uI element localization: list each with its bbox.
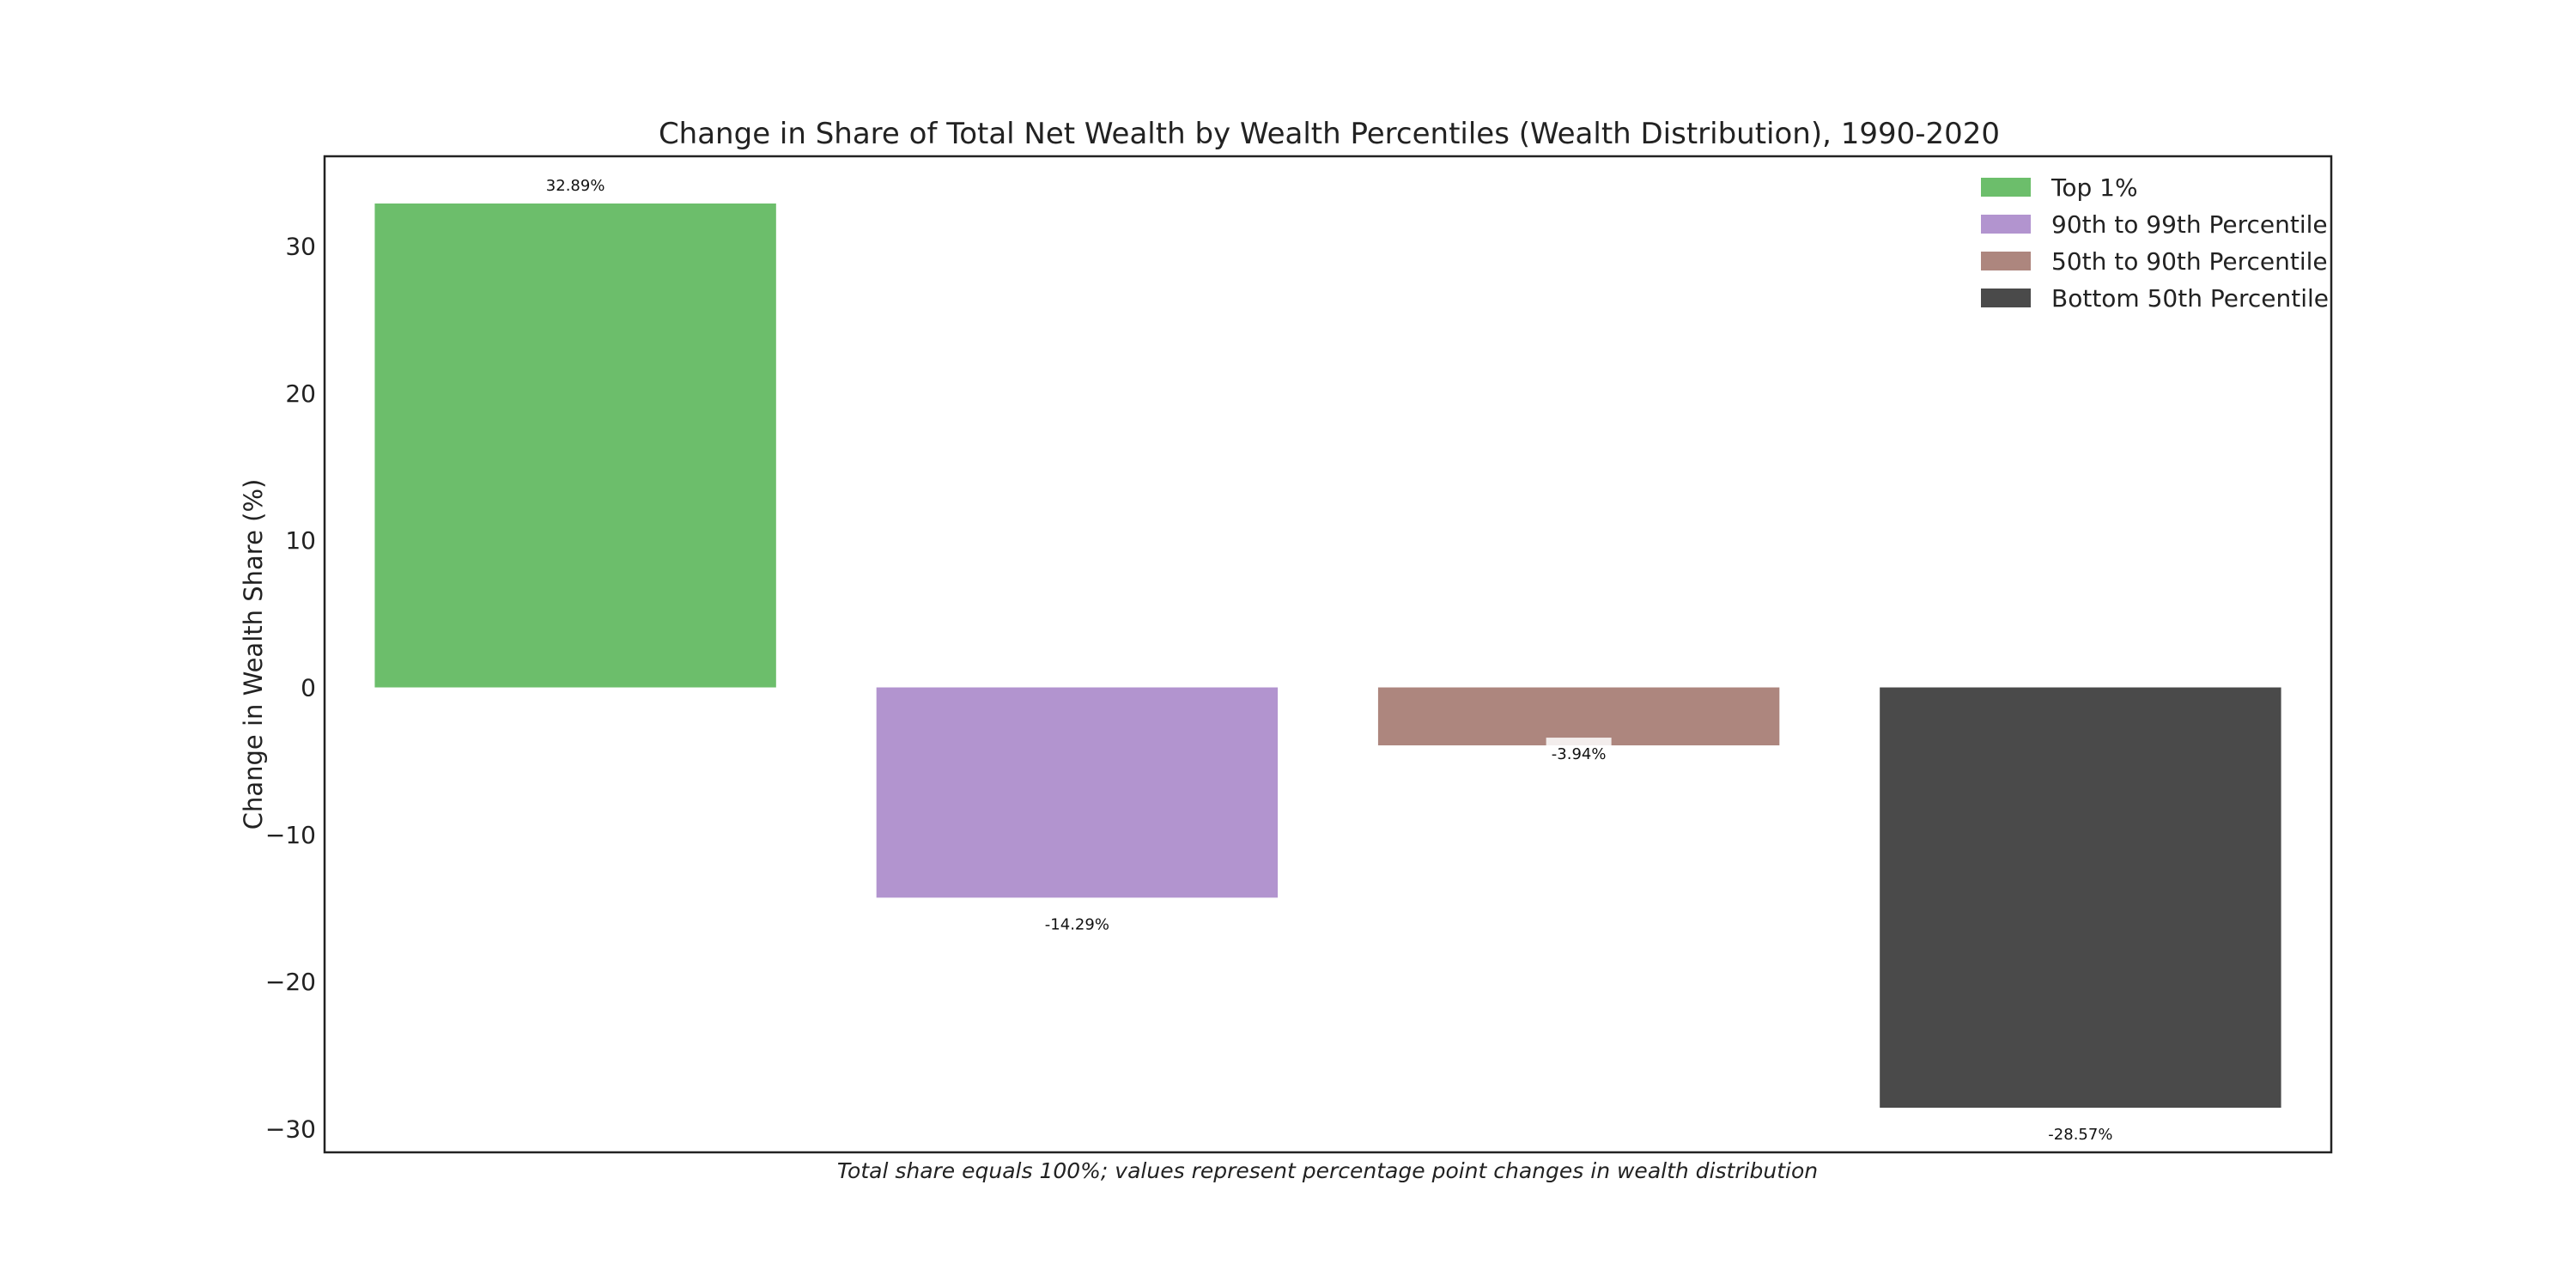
chart-title: Change in Share of Total Net Wealth by W…	[659, 117, 2000, 151]
bar	[374, 204, 776, 688]
y-tick-label: −20	[265, 968, 316, 996]
legend-swatch	[1981, 289, 2031, 307]
data-label: -28.57%	[2048, 1126, 2112, 1144]
y-tick-label: 0	[301, 674, 316, 702]
y-tick-label: −10	[265, 821, 316, 849]
chart-caption: Total share equals 100%; values represen…	[837, 1158, 1818, 1183]
data-labels-group: 32.89% -14.29% -3.94% -28.57%	[546, 177, 2113, 1144]
y-tick-label: −30	[265, 1115, 316, 1144]
data-label: -14.29%	[1045, 915, 1109, 933]
legend-label: 50th to 90th Percentile	[2051, 247, 2328, 276]
bar	[1377, 687, 1780, 746]
bar	[1880, 687, 2281, 1109]
legend-swatch	[1981, 178, 2031, 197]
y-tick-label: 10	[285, 526, 316, 555]
bars-group	[374, 204, 2281, 1109]
plot-area	[323, 155, 2333, 1154]
legend: Top 1% 90th to 99th Percentile 50th to 90t…	[1981, 173, 2329, 313]
legend-label: 90th to 99th Percentile	[2051, 210, 2328, 239]
legend-swatch	[1981, 252, 2031, 270]
y-axis-label: Change in Wealth Share (%)	[239, 479, 268, 830]
bar	[876, 687, 1279, 898]
legend-label: Bottom 50th Percentile	[2051, 284, 2329, 313]
y-axis: −30 −20 −10 0 10 20 30	[265, 233, 316, 1144]
data-label: -3.94%	[1552, 745, 1607, 763]
legend-label: Top 1%	[2050, 173, 2138, 202]
y-tick-label: 30	[285, 233, 316, 261]
legend-swatch	[1981, 215, 2031, 234]
data-label: 32.89%	[546, 177, 605, 195]
data-label-background	[1546, 738, 1612, 764]
y-tick-label: 20	[285, 380, 316, 408]
